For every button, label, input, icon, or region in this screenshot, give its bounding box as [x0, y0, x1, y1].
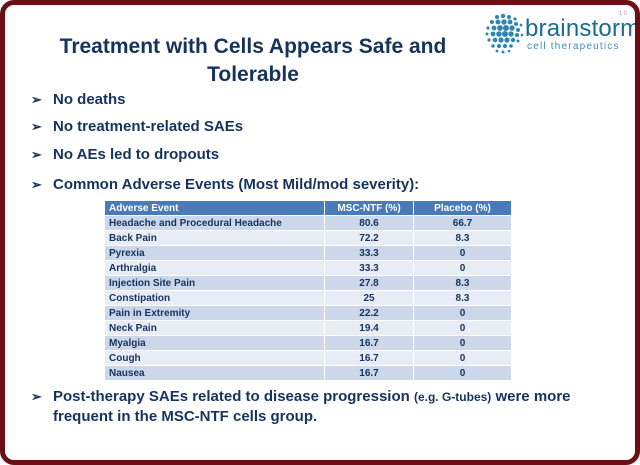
- cell-placebo: 0: [413, 305, 512, 321]
- logo-wordmark: brainstorm: [525, 15, 640, 42]
- cell-event: Pain in Extremity: [104, 305, 325, 321]
- bullet-no-deaths: ➢ No deaths: [31, 91, 126, 108]
- table-row: Pain in Extremity 22.2 0: [104, 305, 512, 321]
- cell-placebo: 0: [413, 335, 512, 351]
- cell-msc-ntf: 16.7: [324, 350, 414, 366]
- header-placebo: Placebo (%): [413, 200, 512, 216]
- slide-title-line-1: Treatment with Cells Appears Safe and: [59, 35, 447, 58]
- bullet-text: No treatment-related SAEs: [53, 118, 244, 135]
- cell-msc-ntf: 22.2: [324, 305, 414, 321]
- table-row: Pyrexia 33.3 0: [104, 245, 512, 261]
- cell-msc-ntf: 19.4: [324, 320, 414, 336]
- bullet-text: Common Adverse Events (Most Mild/mod sev…: [53, 176, 420, 193]
- cell-event: Pyrexia: [104, 245, 325, 261]
- bullet-no-dropouts: ➢ No AEs led to dropouts: [31, 146, 219, 163]
- cell-msc-ntf: 27.8: [324, 275, 414, 291]
- cell-msc-ntf: 80.6: [324, 215, 414, 231]
- logo-dots-icon: [485, 13, 524, 54]
- cell-event: Constipation: [104, 290, 325, 306]
- brainstorm-logo: brainstorm cell therapeutics: [483, 11, 635, 57]
- cell-event: Headache and Procedural Headache: [104, 215, 325, 231]
- cell-event: Injection Site Pain: [104, 275, 325, 291]
- table-row: Myalgia 16.7 0: [104, 335, 512, 351]
- arrow-bullet-icon: ➢: [31, 177, 42, 192]
- table-row: Cough 16.7 0: [104, 350, 512, 366]
- adverse-events-table: Adverse Event MSC-NTF (%) Placebo (%) He…: [104, 200, 512, 381]
- table-row: Constipation 25 8.3: [104, 290, 512, 306]
- cell-placebo: 0: [413, 365, 512, 381]
- cell-placebo: 0: [413, 320, 512, 336]
- header-msc-ntf: MSC-NTF (%): [324, 200, 414, 216]
- cell-msc-ntf: 25: [324, 290, 414, 306]
- slide-title-line-2: Tolerable: [207, 63, 299, 86]
- arrow-bullet-icon: ➢: [31, 119, 42, 134]
- table-row: Injection Site Pain 27.8 8.3: [104, 275, 512, 291]
- bullet-text: No deaths: [53, 91, 126, 108]
- bullet-text-part: were more frequent in the MSC-NTF cells …: [53, 388, 571, 425]
- cell-placebo: 8.3: [413, 290, 512, 306]
- header-adverse-event: Adverse Event: [104, 200, 325, 216]
- bullet-text-note: (e.g. G-tubes): [413, 390, 492, 404]
- cell-event: Myalgia: [104, 335, 325, 351]
- cell-event: Back Pain: [104, 230, 325, 246]
- cell-event: Neck Pain: [104, 320, 325, 336]
- cell-msc-ntf: 33.3: [324, 245, 414, 261]
- arrow-bullet-icon: ➢: [31, 389, 42, 404]
- bullet-text: No AEs led to dropouts: [53, 146, 220, 163]
- table-row: Headache and Procedural Headache 80.6 66…: [104, 215, 512, 231]
- cell-msc-ntf: 33.3: [324, 260, 414, 276]
- logo-tagline: cell therapeutics: [527, 41, 620, 52]
- table-row: Arthralgia 33.3 0: [104, 260, 512, 276]
- cell-event: Arthralgia: [104, 260, 325, 276]
- bullet-no-treatment-saes: ➢ No treatment-related SAEs: [31, 118, 243, 135]
- cell-msc-ntf: 16.7: [324, 365, 414, 381]
- cell-placebo: 0: [413, 245, 512, 261]
- arrow-bullet-icon: ➢: [31, 92, 42, 107]
- cell-placebo: 8.3: [413, 275, 512, 291]
- cell-placebo: 0: [413, 260, 512, 276]
- cell-placebo: 0: [413, 350, 512, 366]
- cell-placebo: 8.3: [413, 230, 512, 246]
- table-row: Neck Pain 19.4 0: [104, 320, 512, 336]
- table-row: Back Pain 72.2 8.3: [104, 230, 512, 246]
- cell-msc-ntf: 72.2: [324, 230, 414, 246]
- cell-placebo: 66.7: [413, 215, 512, 231]
- slide-number: 1 0: [618, 11, 627, 17]
- bullet-text: Post-therapy SAEs related to disease pro…: [53, 387, 608, 427]
- table-row: Nausea 16.7 0: [104, 365, 512, 381]
- cell-event: Nausea: [104, 365, 325, 381]
- cell-event: Cough: [104, 350, 325, 366]
- bullet-text-part: Post-therapy SAEs related to disease pro…: [53, 388, 414, 405]
- arrow-bullet-icon: ➢: [31, 147, 42, 162]
- cell-msc-ntf: 16.7: [324, 335, 414, 351]
- bullet-post-therapy-saes: ➢ Post-therapy SAEs related to disease pr…: [31, 387, 621, 427]
- table-header-row: Adverse Event MSC-NTF (%) Placebo (%): [104, 200, 512, 216]
- slide-title: Treatment with Cells Appears Safe and To…: [13, 33, 493, 89]
- bullet-common-adverse-events: ➢ Common Adverse Events (Most Mild/mod se…: [31, 176, 419, 193]
